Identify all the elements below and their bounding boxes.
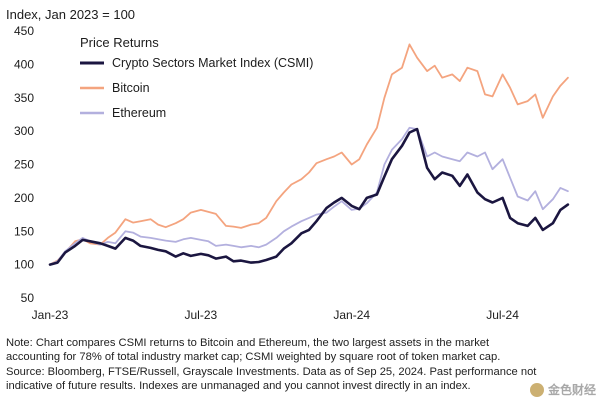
y-tick-label: 150	[14, 224, 34, 238]
note-line-2: accounting for 78% of total industry mar…	[6, 351, 501, 364]
x-axis: Jan-23 Jul-23 Jan-24 Jul-24	[32, 308, 520, 322]
y-tick-label: 400	[14, 57, 34, 71]
footnote: Note: Chart compares CSMI returns to Bit…	[6, 336, 594, 394]
legend-label: Crypto Sectors Market Index (CSMI)	[112, 56, 313, 70]
x-tick-label: Jul-24	[486, 308, 519, 322]
x-tick-label: Jan-23	[32, 308, 69, 322]
note-line-3: Source: Bloomberg, FTSE/Russell, Graysca…	[6, 365, 537, 378]
y-tick-label: 300	[14, 124, 34, 138]
plot-area	[48, 43, 570, 266]
y-tick-label: 250	[14, 158, 34, 172]
watermark-logo-icon	[529, 382, 544, 397]
y-tick-label: 200	[14, 191, 34, 205]
chart-title: Index, Jan 2023 = 100	[6, 7, 135, 22]
series-line-csmi	[48, 127, 570, 266]
y-axis: 50 100 150 200 250 300 350 400 450	[14, 24, 34, 305]
legend-label: Ethereum	[112, 106, 166, 120]
y-tick-label: 450	[14, 24, 34, 38]
x-tick-label: Jul-23	[185, 308, 218, 322]
y-tick-label: 100	[14, 258, 34, 272]
chart: Index, Jan 2023 = 100 50 100 150 200 250 300 3…	[6, 7, 570, 322]
y-tick-label: 50	[21, 291, 35, 305]
watermark-text: 金色财经	[547, 383, 596, 397]
x-tick-label: Jan-24	[333, 308, 370, 322]
note-line-4: indicative of future results. Indexes ar…	[6, 380, 471, 393]
legend-label: Bitcoin	[112, 81, 150, 95]
legend: Price Returns Crypto Sectors Market Inde…	[80, 35, 313, 120]
note-line-1: Note: Chart compares CSMI returns to Bit…	[6, 337, 490, 349]
series-line-ethereum	[49, 126, 569, 266]
series-line-bitcoin	[49, 43, 569, 266]
y-tick-label: 350	[14, 91, 34, 105]
watermark: 金色财经	[529, 381, 596, 398]
legend-title: Price Returns	[80, 35, 159, 50]
